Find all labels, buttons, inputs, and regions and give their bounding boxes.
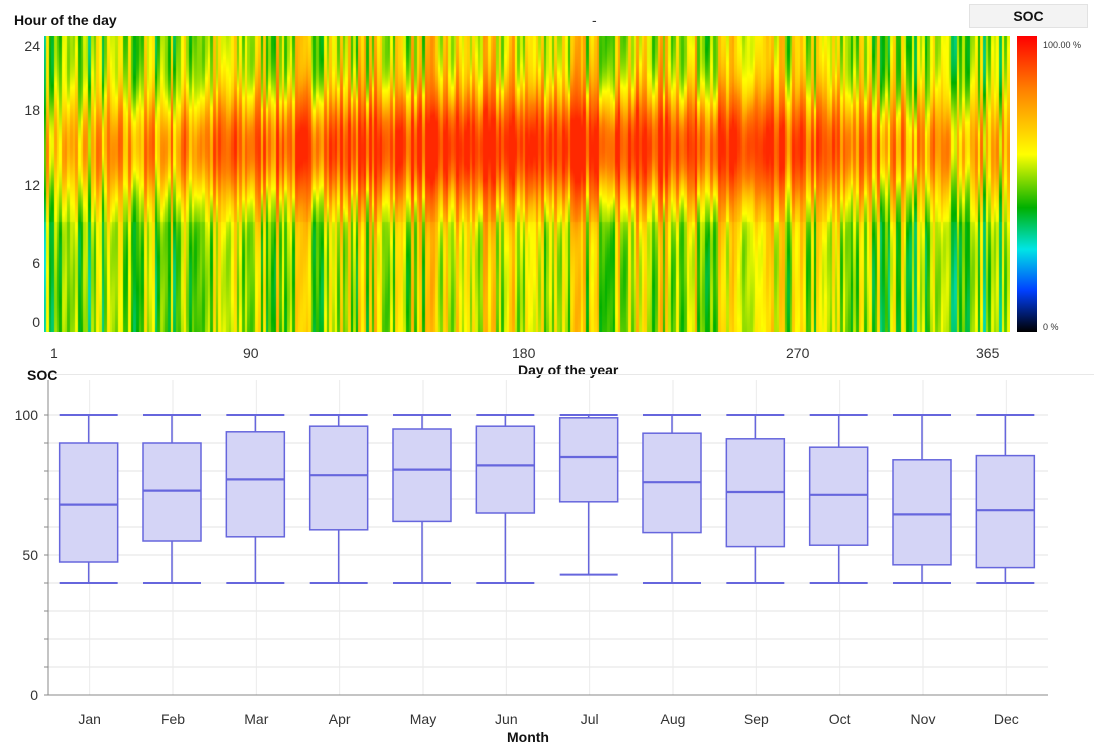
box-jan (58, 414, 119, 584)
boxplot-chart: 100 50 0 Jan Feb Mar Apr May Jun Jul Aug Sep Oct Nov D… (15, 380, 1048, 727)
boxplot-y-axis-label: SOC (27, 367, 58, 383)
box-may (392, 414, 452, 584)
iqr-box (308, 425, 369, 531)
colorbar (1017, 36, 1037, 332)
section-divider (44, 374, 1094, 375)
heatmap-y-tick: 0 (32, 314, 40, 330)
month-label: Jun (495, 711, 518, 727)
heatmap-y-tick: 6 (32, 255, 40, 271)
box-nov (892, 414, 952, 584)
box-apr (308, 414, 369, 584)
heatmap-x-tick: 180 (512, 345, 536, 361)
box-oct (808, 414, 869, 584)
colorbar-max-label: 100.00 % (1043, 40, 1082, 50)
iqr-box (808, 446, 869, 546)
heatmap-x-tick: 270 (786, 345, 810, 361)
month-label: Jul (581, 711, 599, 727)
iqr-box (225, 431, 286, 538)
month-label: Dec (994, 711, 1019, 727)
iqr-box (475, 425, 536, 514)
colorbar-min-label: 0 % (1043, 322, 1059, 332)
box-aug (642, 414, 702, 584)
box-feb (142, 414, 202, 584)
iqr-box (392, 428, 452, 523)
month-label: Apr (329, 711, 351, 727)
iqr-box (58, 442, 119, 563)
month-label: May (410, 711, 436, 727)
heatmap-y-axis-label: Hour of the day (14, 12, 117, 28)
boxplot-y-tick: 100 (15, 407, 39, 423)
boxplot-y-tick: 0 (30, 687, 38, 703)
heatmap-y-tick: 12 (24, 177, 40, 193)
box-mar (225, 414, 286, 584)
month-label: Feb (161, 711, 185, 727)
colorbar-title: SOC (969, 4, 1088, 28)
month-label: Jan (78, 711, 101, 727)
month-label: Oct (829, 711, 851, 727)
box-jun (475, 414, 536, 584)
boxplot-y-tick: 50 (22, 547, 38, 563)
heatmap-plot-area (44, 36, 1010, 332)
heatmap-canvas (44, 36, 1010, 332)
heatmap-x-tick: 90 (243, 345, 259, 361)
heatmap-y-tick: 24 (24, 38, 40, 54)
month-label: Mar (244, 711, 268, 727)
iqr-box (142, 442, 202, 542)
box-sep (725, 414, 786, 584)
month-label: Sep (744, 711, 769, 727)
month-label: Nov (911, 711, 936, 727)
iqr-box (975, 454, 1036, 569)
box-dec (975, 414, 1036, 584)
heatmap-x-tick: 365 (976, 345, 1000, 361)
heatmap-title: - (592, 12, 597, 28)
heatmap-y-tick: 18 (24, 102, 40, 118)
iqr-box (892, 459, 952, 566)
box-jul (558, 414, 619, 576)
iqr-box (558, 417, 619, 503)
boxplot-x-axis-label: Month (507, 729, 549, 745)
heatmap-x-tick: 1 (50, 345, 58, 361)
month-label: Aug (661, 711, 686, 727)
